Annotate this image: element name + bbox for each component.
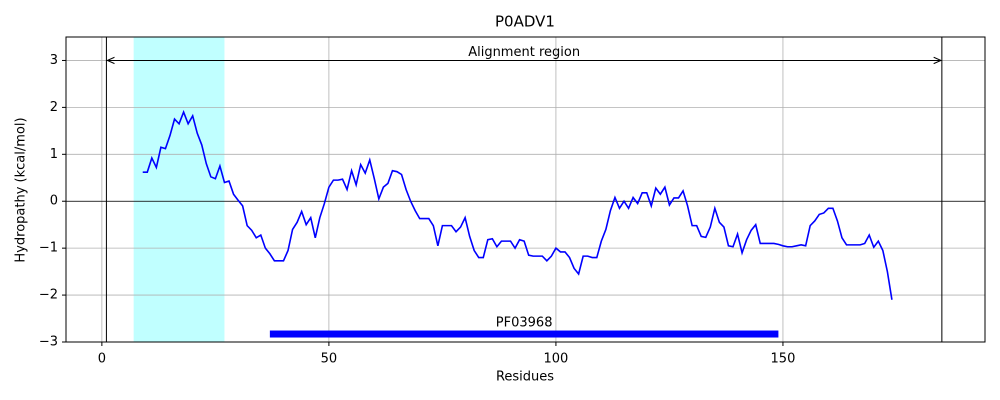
y-tick-label: 1 bbox=[50, 147, 58, 162]
y-tick-label: −1 bbox=[39, 241, 58, 256]
domain-bar bbox=[269, 330, 779, 338]
domain-label: PF03968 bbox=[496, 316, 553, 331]
highlight-span bbox=[133, 37, 225, 342]
chart-title: P0ADV1 bbox=[495, 13, 555, 31]
y-tick-label: 2 bbox=[50, 100, 58, 115]
x-tick-label: 0 bbox=[98, 352, 106, 367]
y-tick-label: 0 bbox=[50, 194, 58, 209]
x-axis-label: Residues bbox=[496, 370, 554, 385]
x-tick-label: 150 bbox=[771, 352, 796, 367]
x-tick-label: 50 bbox=[321, 352, 338, 367]
x-tick-label: 100 bbox=[544, 352, 569, 367]
plot-frame bbox=[65, 36, 986, 343]
y-tick-label: −2 bbox=[39, 288, 58, 303]
y-axis-label: Hydropathy (kcal/mol) bbox=[14, 117, 29, 262]
arrow-label: Alignment region bbox=[468, 45, 580, 60]
y-tick-label: −3 bbox=[39, 335, 58, 350]
data-line bbox=[142, 109, 893, 300]
y-tick-label: 3 bbox=[50, 53, 58, 68]
